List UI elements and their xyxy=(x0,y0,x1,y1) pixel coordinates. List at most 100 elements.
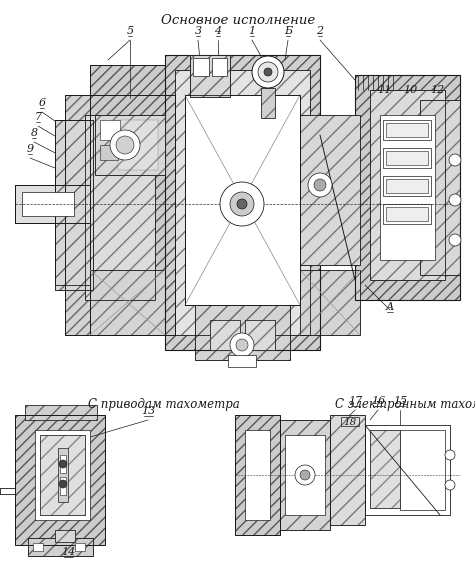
Text: Основное исполнение: Основное исполнение xyxy=(161,14,315,27)
Text: 3: 3 xyxy=(194,26,201,36)
Circle shape xyxy=(236,339,248,351)
Bar xyxy=(175,70,310,335)
Circle shape xyxy=(445,450,455,460)
Bar xyxy=(15,30,465,375)
Bar xyxy=(195,305,290,360)
Bar xyxy=(60,455,66,473)
Bar xyxy=(365,425,450,515)
Bar xyxy=(280,420,330,530)
Circle shape xyxy=(258,62,278,82)
Text: 15: 15 xyxy=(393,396,407,406)
Bar xyxy=(300,115,360,265)
Bar xyxy=(386,207,428,221)
Circle shape xyxy=(237,199,247,209)
Bar xyxy=(25,405,97,420)
Bar xyxy=(195,305,290,360)
Text: 7: 7 xyxy=(34,112,42,122)
Text: Б: Б xyxy=(284,26,292,36)
Bar xyxy=(370,430,400,508)
Bar xyxy=(55,120,90,285)
Bar xyxy=(55,530,75,542)
Bar xyxy=(65,95,175,335)
Circle shape xyxy=(445,480,455,490)
Bar xyxy=(235,415,280,535)
Circle shape xyxy=(449,234,461,246)
Text: 17: 17 xyxy=(348,396,362,406)
Text: 13: 13 xyxy=(141,406,155,416)
Bar xyxy=(235,415,280,535)
Bar xyxy=(95,115,165,175)
Bar xyxy=(90,65,165,335)
Bar xyxy=(15,185,90,223)
Bar xyxy=(261,88,275,118)
Bar xyxy=(35,430,90,520)
Bar xyxy=(420,100,460,275)
Bar xyxy=(330,415,365,525)
Bar xyxy=(165,55,320,350)
Bar xyxy=(40,435,85,515)
Bar xyxy=(55,120,93,290)
Bar xyxy=(15,415,105,545)
Bar xyxy=(386,151,428,165)
Bar xyxy=(383,120,431,140)
Bar xyxy=(386,179,428,193)
Bar xyxy=(100,120,120,140)
Text: 6: 6 xyxy=(38,98,46,108)
Text: 5: 5 xyxy=(126,26,133,36)
Bar xyxy=(25,405,97,420)
Bar xyxy=(400,430,445,510)
Text: 12: 12 xyxy=(430,85,444,95)
Bar xyxy=(90,65,165,335)
Bar xyxy=(355,75,460,300)
Bar xyxy=(190,55,230,97)
Bar xyxy=(90,270,165,335)
Circle shape xyxy=(314,179,326,191)
Text: С приводам тахометра: С приводам тахометра xyxy=(88,398,240,411)
Bar xyxy=(380,115,435,260)
Bar xyxy=(386,123,428,137)
Bar xyxy=(341,417,359,426)
Text: 2: 2 xyxy=(316,26,323,36)
Text: 9: 9 xyxy=(27,144,34,154)
Text: 16: 16 xyxy=(371,396,385,406)
Circle shape xyxy=(264,68,272,76)
Bar xyxy=(40,435,85,515)
Circle shape xyxy=(220,182,264,226)
Bar xyxy=(28,538,93,556)
Circle shape xyxy=(110,130,140,160)
Bar xyxy=(420,100,460,275)
Circle shape xyxy=(449,154,461,166)
Bar xyxy=(55,120,93,290)
Bar xyxy=(245,320,275,350)
Bar xyxy=(85,115,155,300)
Bar xyxy=(330,415,365,525)
Bar xyxy=(165,55,320,350)
Text: С электронным тахометром.: С электронным тахометром. xyxy=(335,398,475,411)
Bar xyxy=(285,435,325,515)
Bar xyxy=(75,543,85,551)
Text: 18: 18 xyxy=(343,418,357,427)
Circle shape xyxy=(116,136,134,154)
Bar xyxy=(210,320,240,350)
Text: 1: 1 xyxy=(248,26,256,36)
Bar xyxy=(261,88,275,118)
Circle shape xyxy=(449,194,461,206)
Bar xyxy=(300,270,360,335)
Bar xyxy=(60,477,66,495)
Text: 8: 8 xyxy=(30,128,38,138)
Bar xyxy=(185,95,300,305)
Bar xyxy=(58,448,68,502)
Bar xyxy=(245,430,270,520)
Bar xyxy=(383,176,431,196)
Circle shape xyxy=(252,56,284,88)
Bar xyxy=(118,120,158,170)
Text: 11: 11 xyxy=(377,85,391,95)
Bar xyxy=(190,55,230,97)
Circle shape xyxy=(230,192,254,216)
Bar xyxy=(33,543,43,551)
Bar xyxy=(90,270,165,335)
Bar xyxy=(280,420,330,530)
Bar xyxy=(28,538,93,556)
Bar xyxy=(383,204,431,224)
Bar xyxy=(15,415,105,545)
